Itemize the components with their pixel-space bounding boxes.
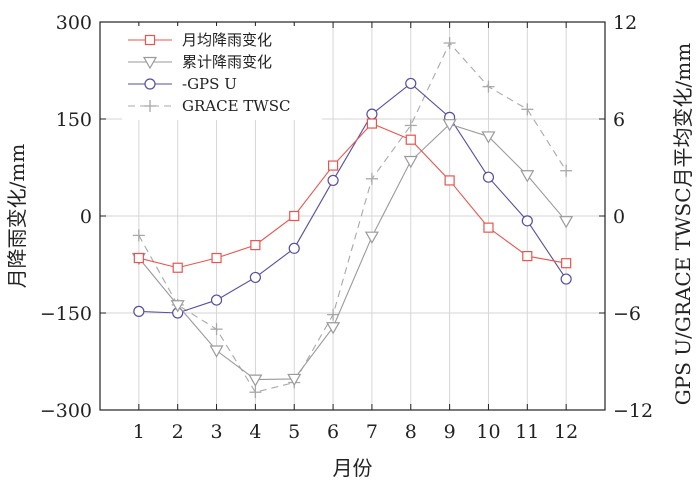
y-right-tick-label: −12: [613, 400, 653, 422]
series-1: [131, 119, 574, 387]
series-line: [138, 42, 567, 393]
data-point: [366, 108, 378, 120]
data-point: [442, 119, 457, 132]
x-tick-label: 8: [405, 421, 417, 443]
legend-box: [122, 26, 322, 120]
data-point: [209, 345, 224, 358]
legend-item: GRACE TWSC: [128, 97, 290, 115]
data-point: [561, 258, 572, 269]
data-point: [327, 308, 340, 321]
y-left-tick-label: −150: [40, 303, 92, 325]
data-point: [483, 222, 494, 233]
legend-label: GRACE TWSC: [182, 97, 290, 115]
data-point: [521, 215, 533, 227]
data-point: [132, 229, 145, 242]
x-tick-label: 3: [210, 421, 222, 443]
data-point: [249, 271, 261, 284]
x-tick-label: 9: [444, 421, 456, 443]
data-point: [326, 322, 341, 335]
series-line: [138, 122, 567, 269]
y-right-tick-label: 6: [613, 109, 625, 131]
data-point: [560, 273, 572, 285]
data-point: [444, 175, 455, 186]
data-point: [366, 118, 378, 129]
data-point: [405, 134, 416, 145]
series-line: [138, 123, 567, 381]
data-point: [210, 323, 223, 336]
data-point: [560, 164, 573, 177]
legend-label: -GPS U: [182, 75, 237, 93]
data-point: [250, 240, 261, 251]
series-layer: [131, 37, 574, 399]
data-point: [522, 250, 533, 262]
legend-item: 月均降雨变化: [128, 31, 272, 49]
data-point: [133, 305, 145, 317]
data-point: [172, 262, 183, 273]
data-point: [481, 131, 496, 144]
series-0: [133, 118, 572, 273]
x-axis-title: 月份: [333, 456, 373, 480]
data-point: [364, 231, 379, 244]
data-point: [248, 374, 263, 387]
y-left-tick-label: 300: [56, 12, 92, 34]
data-point: [170, 300, 185, 313]
y-right-tick-label: −6: [613, 303, 641, 325]
x-tick-label: 10: [476, 421, 500, 443]
data-point: [482, 171, 495, 183]
data-point: [405, 77, 417, 90]
legend-marker: [144, 78, 156, 90]
y-axis-left-title: 月降雨变化/mm: [5, 144, 29, 289]
x-tick-label: 2: [172, 421, 184, 443]
data-point: [559, 216, 574, 229]
x-tick-label: 4: [249, 421, 261, 443]
data-point: [327, 174, 339, 187]
legend-item: -GPS U: [128, 75, 237, 93]
legend-marker: [144, 100, 156, 112]
data-point: [327, 160, 339, 171]
data-point: [249, 386, 262, 399]
x-tick-label: 11: [515, 421, 539, 443]
data-point: [443, 37, 456, 50]
x-tick-label: 12: [554, 421, 578, 443]
y-right-tick-label: 12: [613, 12, 637, 34]
legend-item: 累计降雨变化: [128, 53, 272, 71]
data-point: [287, 373, 302, 387]
data-point: [404, 119, 417, 132]
y-left-tick-label: 150: [56, 109, 92, 131]
legend-label: 月均降雨变化: [182, 31, 272, 49]
data-point: [482, 80, 495, 93]
data-point: [288, 242, 300, 254]
y-axis-right-title: GPS U/GRACE TWSC月平均变化/mm: [671, 43, 695, 405]
data-point: [403, 155, 418, 169]
x-tick-label: 5: [288, 421, 300, 443]
legend-marker: [142, 56, 158, 70]
x-tick-label: 6: [327, 421, 339, 443]
legend-label: 累计降雨变化: [182, 53, 272, 71]
data-point: [521, 103, 534, 116]
data-point: [365, 172, 378, 185]
data-point: [210, 294, 223, 306]
y-left-tick-label: −300: [40, 400, 92, 422]
y-right-tick-label: 0: [613, 206, 625, 228]
series-line: [138, 82, 567, 314]
data-point: [520, 170, 535, 183]
x-tick-label: 1: [133, 421, 145, 443]
series-3: [132, 37, 573, 399]
data-point: [133, 252, 144, 264]
legend-marker: [144, 34, 156, 46]
x-tick-label: 7: [366, 421, 378, 443]
y-left-tick-label: 0: [80, 206, 92, 228]
data-point: [211, 252, 222, 264]
data-point: [289, 210, 300, 222]
